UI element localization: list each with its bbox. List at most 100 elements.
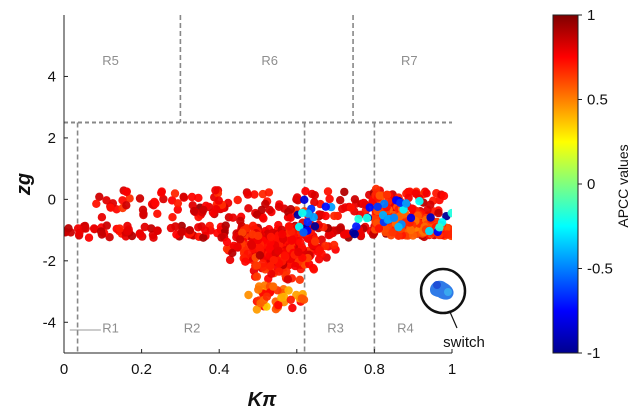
data-point — [149, 233, 158, 242]
data-point — [447, 208, 452, 218]
data-point — [274, 202, 284, 211]
data-point — [139, 210, 148, 220]
region-label: R7 — [401, 53, 418, 68]
region-label: R5 — [102, 53, 119, 68]
data-point — [123, 227, 132, 236]
data-point — [177, 221, 186, 231]
data-point — [265, 205, 274, 215]
data-point — [310, 198, 319, 207]
x-axis-label: Kπ — [248, 389, 277, 411]
data-point — [238, 228, 247, 237]
x-ticks: 0 0.2 0.4 0.6 0.8 1 — [60, 349, 456, 378]
data-point — [106, 203, 115, 212]
data-point — [243, 190, 252, 199]
data-point — [173, 199, 183, 208]
data-point — [199, 233, 208, 242]
data-point — [321, 211, 330, 221]
data-point — [225, 255, 235, 265]
data-point — [185, 226, 195, 235]
data-point — [266, 232, 276, 242]
data-point — [284, 286, 293, 295]
data-point — [388, 228, 397, 237]
data-point — [374, 224, 384, 233]
data-point — [330, 211, 339, 221]
x-tick-label: 0.8 — [364, 361, 385, 378]
data-point — [375, 191, 384, 200]
data-point — [380, 199, 389, 209]
data-point — [228, 248, 237, 258]
data-point — [294, 247, 303, 257]
data-point — [247, 241, 257, 250]
data-point — [434, 208, 443, 218]
data-point — [157, 187, 166, 196]
data-point — [255, 251, 265, 260]
data-point — [354, 214, 363, 224]
data-point — [310, 191, 319, 200]
data-point — [236, 216, 245, 226]
colorbar-tick-label: 1 — [587, 7, 595, 24]
data-point — [102, 221, 112, 230]
colorbar-ticks: 1 0.5 0 -0.5 -1 — [578, 7, 613, 362]
molecule-blob — [433, 281, 441, 289]
data-point — [102, 196, 111, 205]
data-point — [153, 226, 162, 235]
x-tick-label: 1 — [448, 361, 456, 378]
data-point — [286, 205, 295, 214]
data-point — [244, 204, 253, 213]
region-label: R1 — [102, 320, 119, 335]
x-tick-label: 0.4 — [209, 361, 230, 378]
x-tick-label: 0.2 — [131, 361, 152, 378]
data-point — [447, 230, 452, 239]
data-point — [310, 237, 320, 246]
data-point — [264, 188, 274, 197]
data-point — [426, 200, 435, 209]
data-point — [317, 249, 326, 259]
x-tick-label: 0 — [60, 361, 68, 378]
data-point — [262, 292, 272, 301]
data-point — [274, 267, 284, 276]
y-tick-label: 4 — [48, 68, 56, 85]
data-point — [406, 225, 415, 235]
data-point — [171, 222, 180, 231]
colorbar-tick-label: -1 — [587, 345, 600, 362]
data-point — [435, 223, 444, 232]
data-point — [235, 235, 245, 244]
data-point — [303, 217, 312, 227]
data-point — [283, 275, 293, 284]
colorbar-tick-label: 0 — [587, 176, 595, 193]
data-point — [212, 205, 221, 214]
data-point — [81, 224, 90, 233]
data-point — [241, 257, 250, 266]
data-point — [295, 275, 304, 284]
data-point — [300, 195, 309, 204]
data-point — [352, 222, 361, 231]
data-point — [350, 195, 360, 204]
data-point — [265, 244, 274, 254]
data-point — [221, 221, 230, 230]
data-point — [252, 305, 262, 314]
data-point — [324, 231, 333, 240]
colorbar-label: APCC values — [615, 144, 631, 227]
data-point — [293, 193, 302, 202]
data-point — [365, 203, 374, 212]
data-point — [95, 192, 104, 201]
switch-annotation: switch — [419, 267, 485, 351]
data-point — [177, 227, 186, 237]
data-point — [323, 187, 333, 196]
data-point — [194, 193, 203, 203]
data-point — [92, 199, 101, 208]
data-point — [151, 199, 160, 208]
data-point — [250, 190, 259, 199]
data-point — [296, 238, 305, 247]
data-point — [329, 240, 339, 250]
data-point — [248, 230, 257, 239]
region-label: R6 — [261, 53, 278, 68]
data-point — [286, 213, 295, 222]
data-point — [222, 237, 232, 247]
data-point — [317, 235, 326, 244]
data-point — [199, 205, 208, 215]
data-point — [371, 184, 381, 194]
y-tick-label: 2 — [48, 130, 56, 147]
switch-pointer — [449, 311, 458, 329]
data-point — [310, 222, 320, 231]
